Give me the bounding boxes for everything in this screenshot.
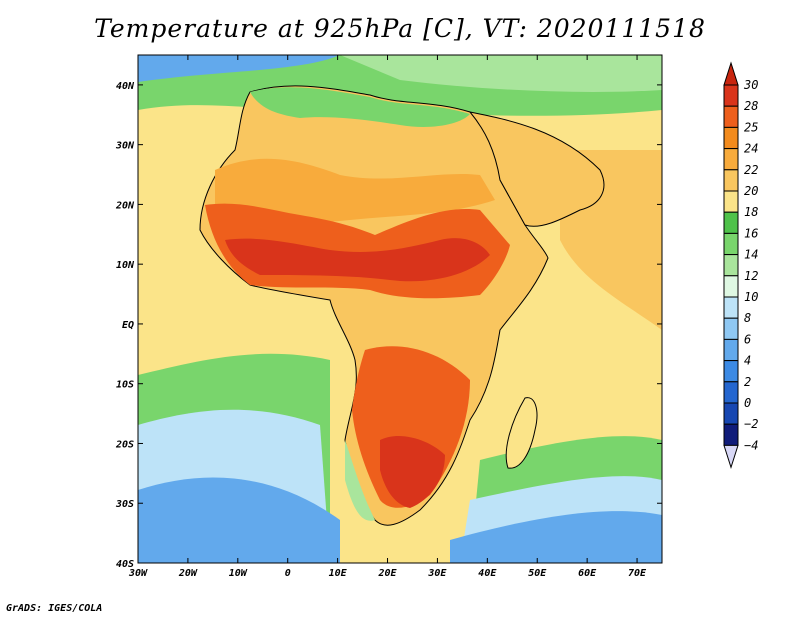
southwest-coast-cool [345, 440, 375, 521]
colorbar-label: 4 [744, 354, 751, 368]
colorbar-label: 12 [744, 269, 758, 283]
colorbar-label: 25 [744, 120, 758, 134]
indian-ocean-band-blue [450, 511, 662, 563]
y-axis: 40N 30N 20N 10N EQ 10S 20S 30S 40S [115, 81, 662, 570]
colorbar-label: 20 [744, 184, 758, 198]
colorbar-swatch [723, 423, 739, 446]
colorbar-label: 14 [744, 248, 758, 262]
x-tick-label: 20E [377, 568, 397, 579]
y-tick-label: 30N [115, 141, 135, 152]
colorbar-swatch [723, 254, 739, 277]
x-tick-label: 0 [285, 568, 291, 579]
southern-ocean-band-blue [138, 477, 340, 563]
colorbar-label: 18 [744, 205, 758, 219]
colorbar-swatch [723, 190, 739, 213]
x-tick-label: 30E [427, 568, 447, 579]
plot-frame [137, 54, 663, 564]
colorbar-label: 22 [744, 163, 758, 177]
colorbar-label: 6 [744, 332, 751, 346]
x-tick-label: 10W [229, 568, 248, 579]
x-tick-label: 20W [178, 568, 198, 579]
arabian-peninsula [468, 111, 605, 227]
colorbar-label: 30 [743, 78, 758, 92]
colorbar-swatch [723, 381, 739, 404]
colorbar-label: −2 [744, 417, 758, 431]
x-tick-label: 30W [128, 568, 148, 579]
sahel-hottest-band [225, 238, 490, 282]
colorbar-swatch [723, 338, 739, 362]
map-title: Temperature at 925hPa [C], VT: 202011151… [94, 14, 706, 43]
colorbar-swatch [723, 105, 739, 128]
x-tick-label: 60E [578, 568, 597, 579]
colorbar-swatch [723, 148, 739, 171]
colorbar-swatch [723, 360, 739, 383]
colorbar-label: 28 [744, 99, 758, 113]
x-tick-label: 70E [628, 568, 647, 579]
sahara-warm-zone [215, 158, 495, 224]
y-tick-label: 40N [116, 81, 135, 92]
colorbar-label: 10 [744, 290, 758, 304]
y-tick-label: 10S [116, 380, 134, 391]
colorbar-swatch [723, 169, 739, 192]
y-tick-label: 20N [115, 200, 135, 211]
y-tick-label: 20S [115, 439, 134, 450]
colorbar-label: 0 [744, 396, 751, 410]
y-tick-label: EQ [122, 320, 134, 331]
madagascar [505, 397, 538, 469]
north-coast-green [250, 87, 470, 127]
southern-africa-hottest [380, 435, 445, 508]
temperature-map: 30W 20W 10W 0 10E 20E 30E 40E 50E 60E 70E 40N30N20… [115, 54, 758, 579]
map-field [138, 55, 662, 563]
colorbar-swatch [723, 296, 739, 319]
colorbar-bottom-arrow [723, 444, 739, 470]
y-tick-label: 40S [116, 559, 134, 570]
colorbar-swatch [723, 84, 739, 107]
colorbar-label: 16 [744, 226, 758, 240]
y-tick-label: 30S [115, 499, 134, 510]
y-tick-label: 10N [116, 260, 135, 271]
x-axis: 30W 20W 10W 0 10E 20E 30E 40E 50E 60E 70E [128, 55, 647, 579]
colorbar-swatch [723, 126, 739, 150]
colorbar-swatch [723, 317, 739, 340]
colorbar-swatch [723, 232, 739, 256]
colorbar-top-arrow [723, 61, 739, 86]
footer-credit: GrADS: IGES/COLA [6, 603, 103, 614]
colorbar-swatch [723, 211, 739, 234]
colorbar-label: 8 [744, 311, 751, 325]
colorbar-label: 2 [744, 375, 751, 389]
colorbar-swatch [723, 402, 739, 425]
europe-band [340, 55, 662, 92]
north-blue-band [138, 55, 340, 82]
x-tick-label: 10E [329, 568, 348, 579]
colorbar-label: 24 [744, 142, 758, 156]
x-tick-label: 40E [478, 568, 497, 579]
colorbar-swatch [723, 275, 739, 298]
x-tick-label: 50E [528, 568, 547, 579]
colorbar-label: −4 [744, 438, 758, 452]
